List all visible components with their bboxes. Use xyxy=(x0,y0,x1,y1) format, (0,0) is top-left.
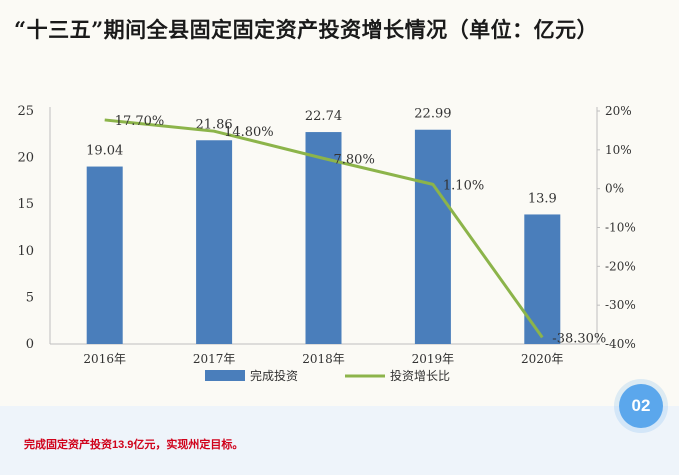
x-axis-tick-label: 2020年 xyxy=(521,352,564,366)
legend-swatch-bar xyxy=(205,370,245,381)
bar-2019年 xyxy=(414,129,451,344)
bar-data-label: 13.9 xyxy=(528,191,557,206)
right-axis-tick-label: -40% xyxy=(605,337,636,351)
bar-data-label: 19.04 xyxy=(86,144,123,159)
bar-data-label: 22.74 xyxy=(305,109,342,124)
bar-data-label: 22.99 xyxy=(414,107,451,122)
line-data-label: -38.30% xyxy=(552,331,606,346)
line-data-label: 7.80% xyxy=(334,152,375,167)
caption-bar xyxy=(0,406,679,475)
right-axis-tick-label: -20% xyxy=(605,259,636,273)
bar-2017年 xyxy=(196,140,233,344)
bar-2020年 xyxy=(524,214,561,344)
line-data-label: 14.80% xyxy=(224,125,274,140)
line-data-label: 1.10% xyxy=(443,178,484,193)
chart-card: “十三五”期间全县固定固定资产投资增长情况（单位：亿元） 0 5 10 15 20 25 2… xyxy=(14,17,636,383)
line-series-投资增长比 xyxy=(104,118,544,339)
x-axis-tick-label: 2017年 xyxy=(193,352,236,366)
x-axis-tick-label: 2016年 xyxy=(83,352,126,366)
page-number-badge: 02 xyxy=(619,384,663,428)
x-axis-tick-label: 2019年 xyxy=(412,352,455,366)
left-axis-tick-label: 5 xyxy=(26,290,34,305)
legend-label-line: 投资增长比 xyxy=(390,368,450,383)
bar-data-label: 21.86 xyxy=(195,117,232,132)
bar-2016年 xyxy=(86,166,123,344)
left-axis-tick-label: 20 xyxy=(17,151,34,166)
right-axis-tick-label: -30% xyxy=(605,298,636,312)
right-axis-tick-label: 20% xyxy=(605,104,632,118)
right-axis-tick-label: 0% xyxy=(605,182,624,196)
combo-chart: 0 5 10 15 20 25 20% 10% 0% -10% -20% -30% -40% 19.04 2… xyxy=(17,104,636,383)
chart-title: “十三五”期间全县固定固定资产投资增长情况（单位：亿元） xyxy=(14,17,599,42)
right-axis-tick-label: 10% xyxy=(605,143,632,157)
legend-label-bar: 完成投资 xyxy=(250,368,298,383)
bar-2018年 xyxy=(305,132,342,344)
left-axis-tick-label: 25 xyxy=(17,104,34,119)
right-axis-tick-label: -10% xyxy=(605,221,636,235)
left-axis-tick-label: 0 xyxy=(26,337,34,352)
caption-text: 完成固定资产投资13.9亿元，实现州定目标。 xyxy=(24,439,244,451)
x-axis-tick-label: 2018年 xyxy=(302,352,345,366)
line-data-label: 17.70% xyxy=(115,114,165,129)
left-axis-tick-label: 15 xyxy=(17,197,34,212)
left-axis-tick-label: 10 xyxy=(17,244,34,259)
